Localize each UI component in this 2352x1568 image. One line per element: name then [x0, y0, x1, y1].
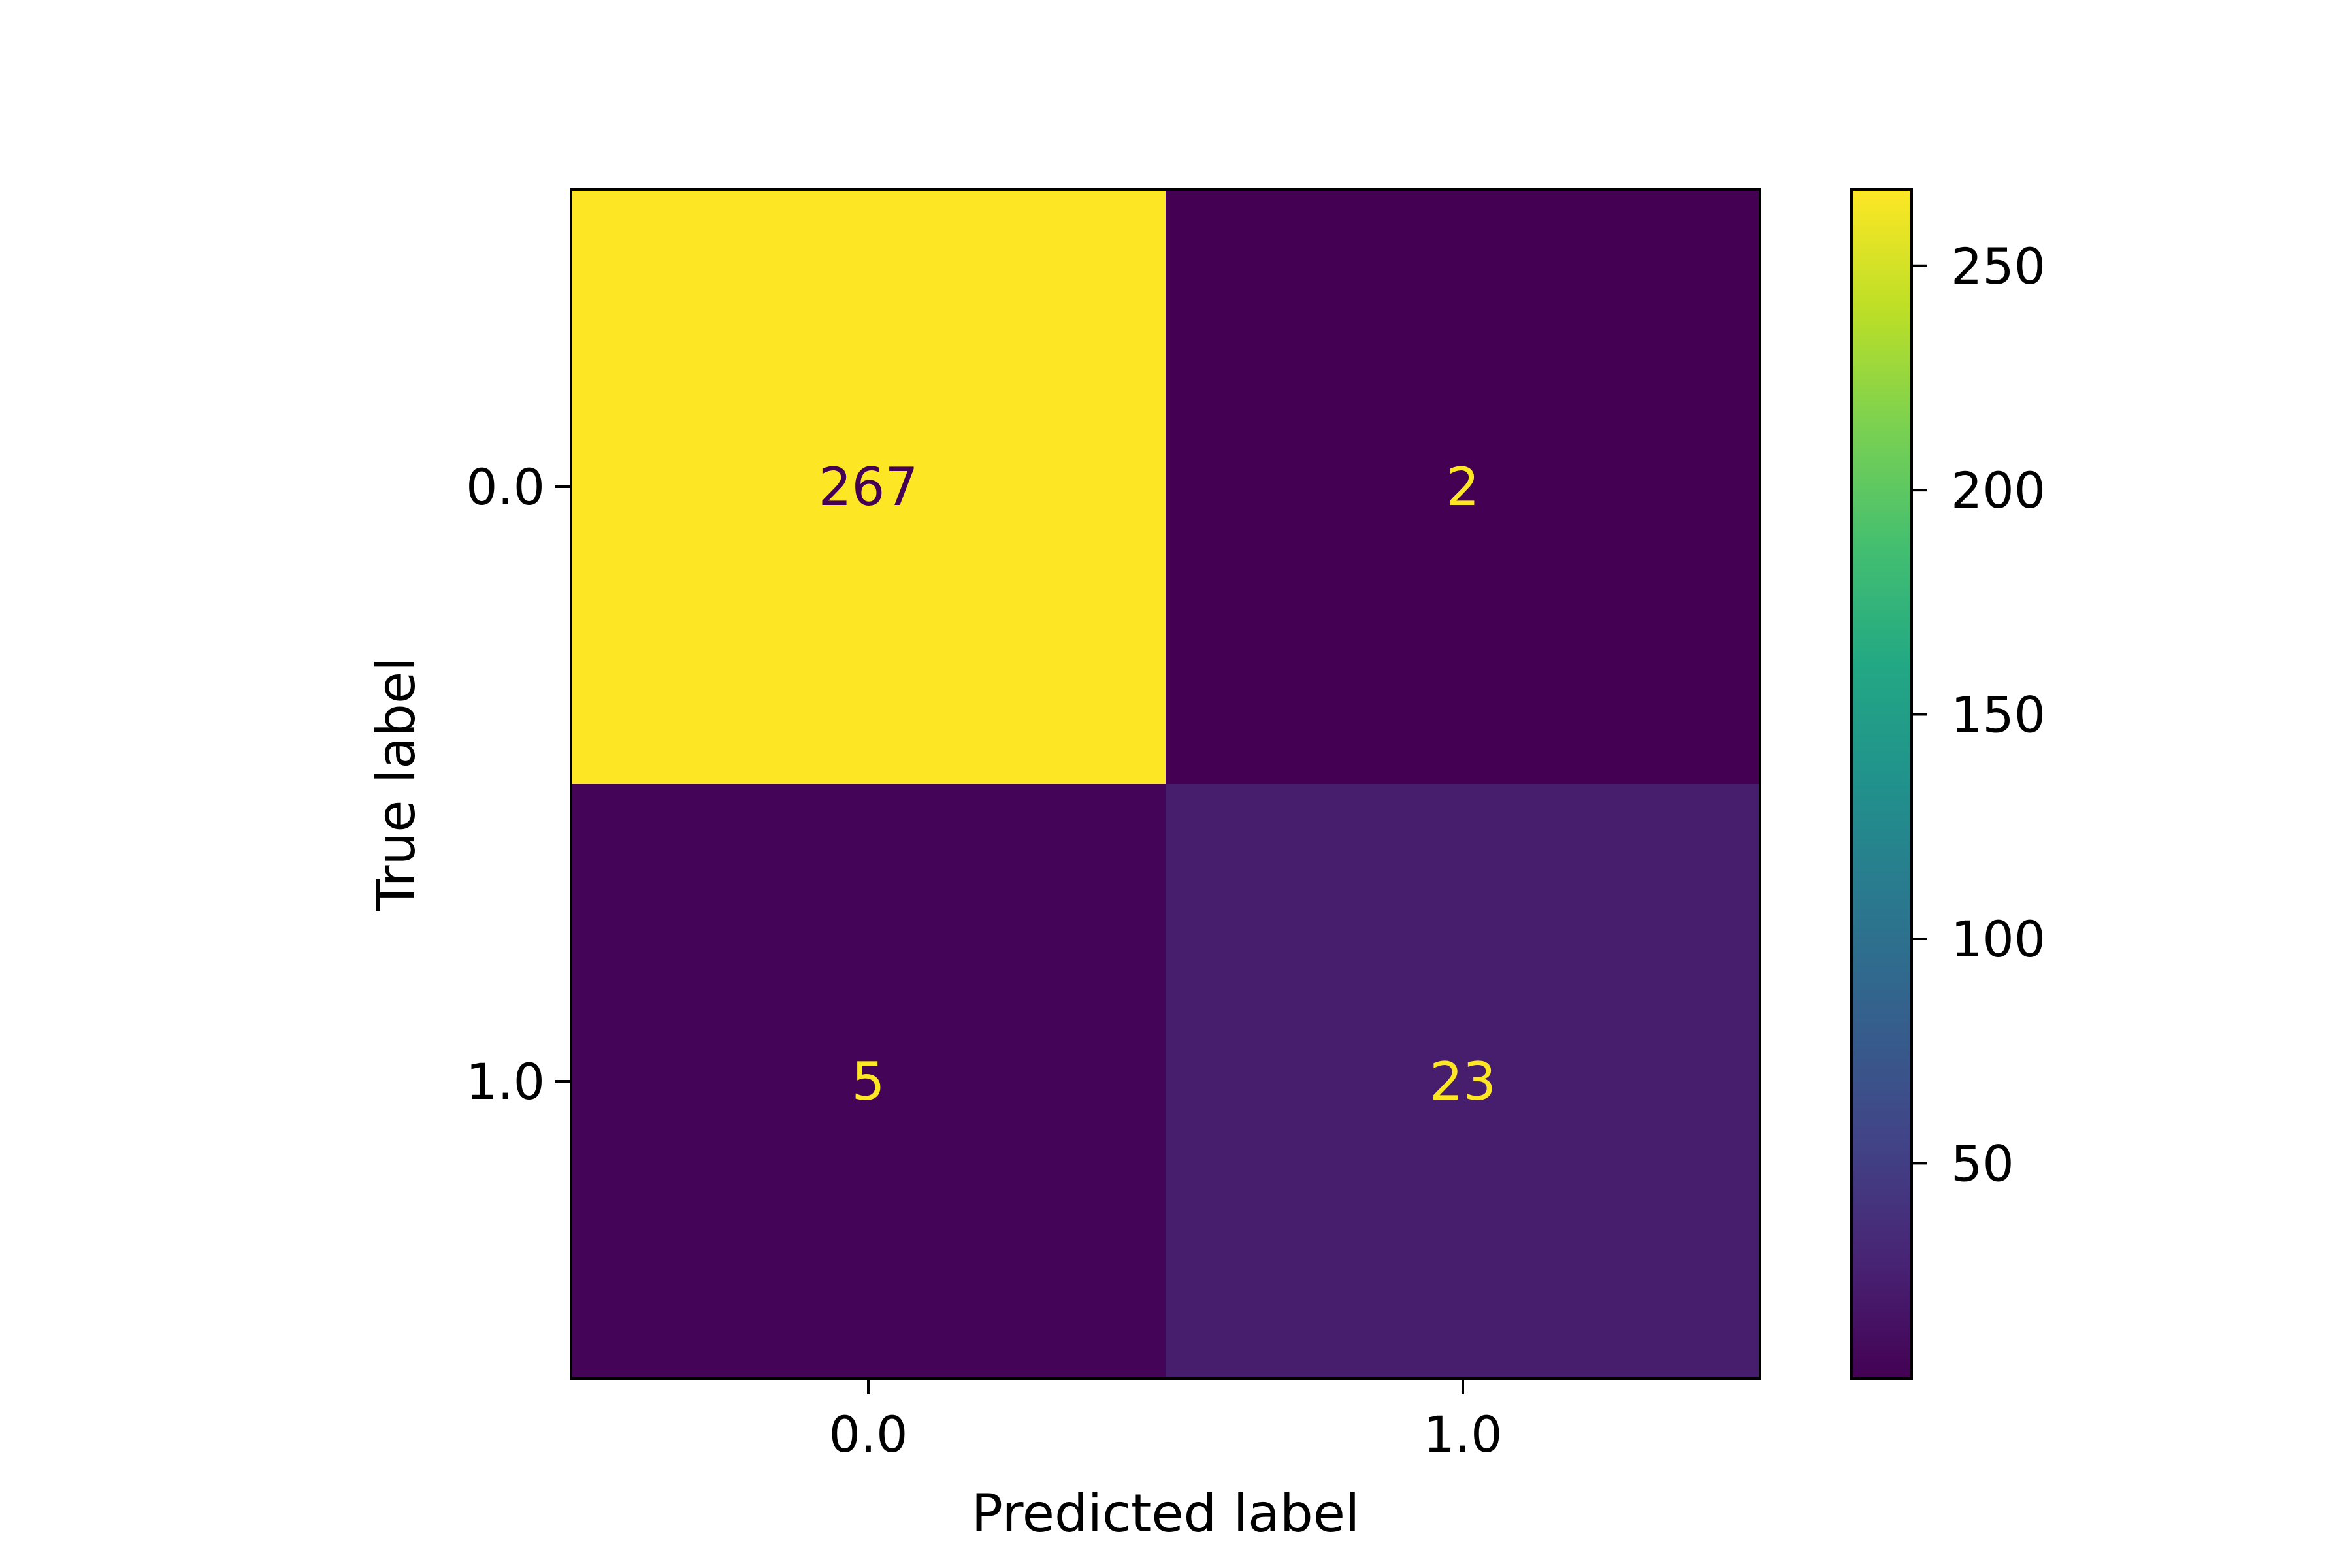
- colorbar-tick-label: 100: [1951, 910, 2046, 968]
- y-axis-label: True label: [366, 657, 427, 912]
- y-tick-label: 0.0: [466, 458, 545, 516]
- plot-frame: [570, 188, 1761, 1380]
- cell-label-1-0: 5: [852, 1051, 885, 1112]
- x-tick-label: 0.0: [829, 1405, 908, 1463]
- cell-1-1: [1166, 784, 1761, 1379]
- x-tick-label: 1.0: [1424, 1405, 1503, 1463]
- cell-label-0-1: 2: [1446, 457, 1480, 517]
- heatmap-cells: [571, 189, 1761, 1379]
- colorbar-axis: 50 100 150 200 250: [1912, 237, 2046, 1192]
- cell-label-0-0: 267: [819, 457, 919, 517]
- colorbar-tick-label: 50: [1951, 1134, 2014, 1192]
- cell-0-1: [1166, 189, 1761, 785]
- cell-label-1-1: 23: [1429, 1051, 1496, 1112]
- colorbar-tick-label: 150: [1951, 686, 2046, 744]
- x-axis: 0.0 1.0: [829, 1379, 1503, 1463]
- heatmap-cell-labels: 267 2 5 23: [819, 457, 1496, 1112]
- y-tick-label: 1.0: [466, 1053, 545, 1111]
- colorbar: [1850, 188, 1913, 1380]
- colorbar-tick-label: 200: [1951, 461, 2046, 519]
- x-axis-label: Predicted label: [972, 1483, 1360, 1544]
- colorbar-tick-label: 250: [1951, 237, 2046, 295]
- cell-0-0: [571, 189, 1166, 785]
- y-axis: 0.0 1.0: [466, 458, 571, 1111]
- cell-1-0: [571, 784, 1166, 1379]
